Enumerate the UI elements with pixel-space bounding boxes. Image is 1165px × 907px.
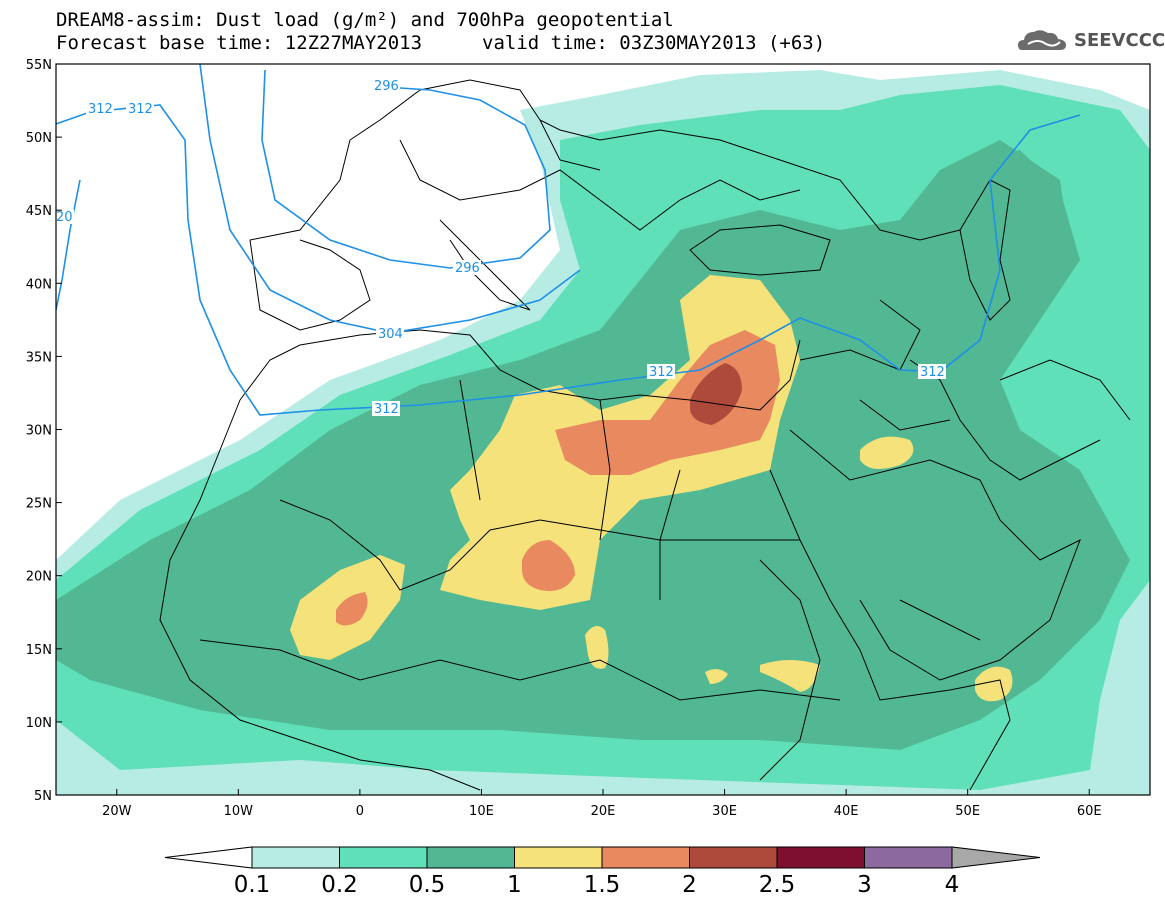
border-sahel — [199, 639, 841, 701]
dust-level-1-5-central — [522, 540, 575, 591]
dust-level-1-spot-c — [760, 660, 820, 692]
valid-time: valid time: 03Z30MAY2013 (+63) — [482, 32, 826, 54]
lat-tick-label: 15N — [26, 643, 52, 658]
colorbar-label: 0.1 — [233, 872, 271, 898]
colorbar-max-triangle — [951, 846, 1041, 869]
lat-tick-label: 5N — [34, 789, 52, 804]
lon-tick-label: 40E — [834, 804, 859, 819]
colorbar-segment — [864, 846, 953, 869]
contour-label: 312 — [374, 402, 399, 417]
contour-label: 296 — [455, 261, 480, 276]
lon-tick-label: 10E — [469, 804, 494, 819]
colorbar-label: 3 — [857, 872, 872, 898]
colorbar-segment — [426, 846, 515, 869]
coastline-west-africa — [159, 399, 481, 791]
contour-304 — [199, 64, 581, 334]
contour-label: 20 — [56, 210, 73, 225]
coastline-europe — [249, 79, 961, 241]
map-title: DREAM8-assim: Dust load (g/m²) and 700hP… — [56, 9, 674, 31]
contour-label: 312 — [128, 102, 153, 117]
contour-labels: 312 312 20 296 296 304 312 312 312 — [56, 78, 946, 417]
contour-312-northwest — [56, 104, 1081, 416]
border-sahara-a — [279, 499, 541, 591]
coastline-north-africa — [239, 329, 801, 411]
colorbar-label: 0.5 — [408, 872, 446, 898]
colorbar-label: 1.5 — [583, 872, 621, 898]
colorbar-label: 2 — [682, 872, 697, 898]
lat-tick-label: 20N — [26, 570, 52, 585]
longitude-axis: 20W 10W 0 10E 20E 30E 40E 50E 60E — [102, 789, 1102, 819]
colorbar-label: 4 — [944, 872, 960, 898]
coastlines — [159, 79, 1131, 791]
contour-320-west — [56, 179, 81, 311]
latitude-axis: 55N 50N 45N 40N 35N 30N 25N 20N 15N 10N 5N — [26, 58, 62, 804]
contour-label: 312 — [88, 102, 113, 117]
coastline-caspian — [959, 179, 1011, 321]
contour-label: 304 — [378, 327, 403, 342]
colorbar-segment — [339, 846, 428, 869]
lat-tick-label: 50N — [26, 131, 52, 146]
cloud-logo-icon — [1018, 30, 1066, 50]
lon-tick-label: 20W — [102, 804, 132, 819]
geopotential-contours — [56, 64, 1081, 416]
colorbar-segment — [251, 846, 340, 869]
lat-tick-label: 25N — [26, 497, 52, 512]
lon-tick-label: 30E — [712, 804, 737, 819]
colorbar-segment — [689, 846, 778, 869]
dust-level-1-spot-a — [860, 436, 914, 469]
coastline-black-sea — [689, 224, 831, 276]
lat-tick-label: 35N — [26, 350, 52, 365]
lon-tick-label: 20E — [591, 804, 616, 819]
colorbar-segment — [601, 846, 690, 869]
coastline-persian-gulf — [909, 359, 1101, 481]
contour-label: 296 — [374, 79, 399, 94]
colorbar-label: 1 — [507, 872, 522, 898]
contour-label: 312 — [920, 365, 945, 380]
lon-tick-label: 50E — [955, 804, 980, 819]
lon-tick-label: 0 — [356, 804, 364, 819]
colorbar-min-triangle — [164, 846, 253, 869]
lat-tick-label: 30N — [26, 424, 52, 439]
dust-level-1-spot-e — [705, 668, 728, 684]
lon-tick-label: 10W — [224, 804, 254, 819]
lat-tick-label: 40N — [26, 277, 52, 292]
dust-level-2 — [690, 363, 742, 425]
coastline-red-sea — [769, 469, 1011, 791]
dust-level-1-5-sahel — [336, 592, 368, 626]
dust-level-1-spot-b — [585, 626, 609, 669]
border-europe — [399, 119, 801, 231]
colorbar-segment — [776, 846, 865, 869]
coastline-arabia — [789, 429, 1081, 681]
lat-tick-label: 10N — [26, 716, 52, 731]
lon-tick-label: 60E — [1077, 804, 1102, 819]
colorbar-label: 2.5 — [758, 872, 796, 898]
coastline-iberia — [249, 239, 371, 331]
lat-tick-label: 55N — [26, 58, 52, 73]
colorbar-label: 0.2 — [321, 872, 358, 898]
contour-label: 312 — [649, 365, 674, 380]
forecast-base-time: Forecast base time: 12Z27MAY2013 — [56, 32, 423, 54]
logo-text: SEEVCCC — [1074, 30, 1165, 51]
contour-296 — [261, 69, 551, 269]
lat-tick-label: 45N — [26, 204, 52, 219]
colorbar — [164, 846, 1041, 869]
border-east-africa — [759, 559, 981, 781]
dust-fields — [56, 64, 1150, 795]
colorbar-segment — [514, 846, 603, 869]
